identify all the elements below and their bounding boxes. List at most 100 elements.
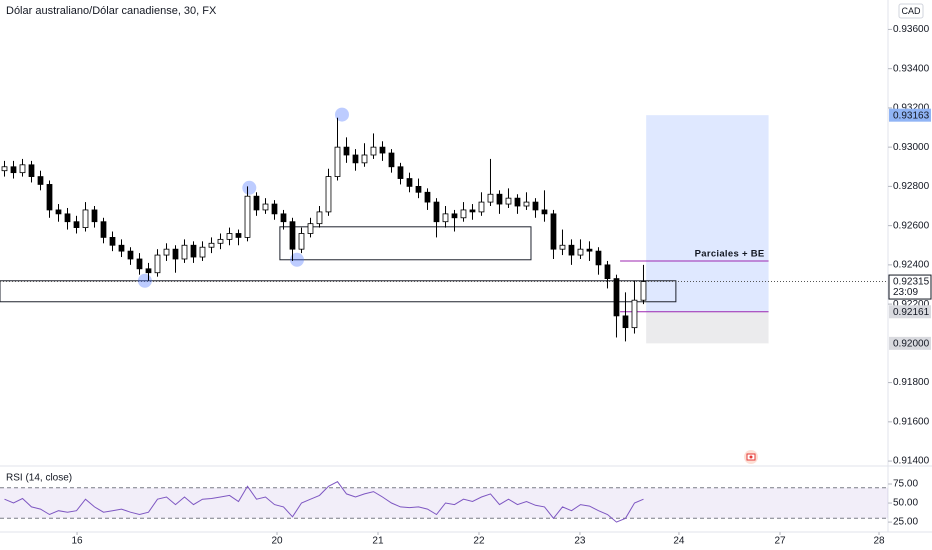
flag-icon	[744, 450, 758, 464]
candle-body	[487, 193, 494, 203]
candle-body	[433, 201, 440, 223]
candle-body	[271, 203, 278, 215]
candle-body	[235, 233, 242, 238]
x-tick-label: 16	[71, 536, 83, 547]
candle-body	[622, 315, 629, 329]
last-price-label: 0.92315	[893, 277, 930, 288]
candle-body	[298, 233, 305, 250]
price-label: 0.92161	[893, 307, 930, 318]
candle-body	[19, 164, 26, 174]
x-tick-label: 22	[473, 536, 485, 547]
y-tick-label: 0.92400	[893, 260, 930, 271]
y-tick-label: 0.93600	[893, 24, 930, 35]
candle-body	[109, 237, 116, 246]
last-price-box	[888, 274, 932, 300]
y-tick-label: 0.91800	[893, 377, 930, 388]
candle-body	[406, 178, 413, 187]
candle-body	[28, 164, 35, 177]
candle-body	[208, 242, 215, 248]
candle-body	[415, 185, 422, 193]
candle-body	[370, 146, 377, 156]
candle-body	[640, 281, 647, 301]
candle-body	[199, 246, 206, 258]
candle-body	[1, 166, 8, 172]
candle-body	[334, 146, 341, 177]
price-label: 0.93163	[893, 110, 930, 121]
y-tick-label: 0.93400	[893, 63, 930, 74]
candle-body	[100, 221, 107, 238]
countdown: 23:09	[893, 287, 918, 298]
candle-body	[289, 221, 296, 250]
candle-body	[226, 233, 233, 240]
candle-body	[613, 278, 620, 317]
candle-body	[586, 248, 593, 252]
line-label: Parciales + BE	[695, 248, 765, 259]
candle-body	[478, 201, 485, 213]
candle-body	[82, 209, 89, 228]
candle-body	[280, 213, 287, 223]
candle-body	[190, 244, 197, 258]
candle-body	[496, 193, 503, 205]
y-tick-label: 0.91400	[893, 456, 930, 467]
candle-body	[388, 152, 395, 168]
candle-body	[10, 166, 17, 174]
candle-body	[424, 191, 431, 203]
candle-body	[37, 176, 44, 185]
candle-body	[568, 244, 575, 256]
candle-body	[55, 209, 62, 215]
rsi-line	[4, 481, 644, 523]
candle-body	[154, 254, 161, 274]
candle-body	[451, 213, 458, 219]
rsi-band	[0, 487, 888, 519]
currency-box[interactable]	[898, 3, 924, 19]
candle-body	[118, 244, 125, 252]
x-tick-label: 20	[271, 536, 283, 547]
candle-body	[343, 146, 350, 156]
rsi-tick-label: 75.00	[893, 479, 918, 490]
candle-body	[397, 166, 404, 179]
y-tick-label: 0.92800	[893, 181, 930, 192]
candle-body	[316, 211, 323, 225]
candle-body	[577, 248, 584, 256]
candle-body	[604, 264, 611, 280]
target-zone	[646, 115, 769, 312]
candle-body	[514, 197, 521, 207]
candle-body	[244, 195, 251, 238]
y-tick-label: 0.92600	[893, 220, 930, 231]
highlight-marker	[137, 273, 152, 288]
price-label: 0.92000	[893, 338, 930, 349]
candle-body	[136, 258, 143, 270]
candle-body	[541, 209, 548, 215]
candle-body	[550, 213, 557, 250]
currency[interactable]: CAD	[901, 6, 921, 16]
candle-body	[595, 250, 602, 266]
chart-title: Dólar australiano/Dólar canadiense, 30, …	[6, 5, 217, 17]
candle-body	[172, 248, 179, 260]
candle-body	[505, 197, 512, 205]
x-tick-label: 23	[574, 536, 586, 547]
candle-body	[469, 209, 476, 213]
rsi-tick-label: 25.00	[893, 517, 918, 528]
rsi-tick-label: 50.00	[893, 498, 918, 509]
candle-body	[253, 195, 260, 211]
candle-body	[262, 203, 269, 211]
zone-rectangle	[0, 280, 677, 303]
candle-body	[163, 248, 170, 256]
x-tick-label: 28	[873, 536, 885, 547]
y-tick-label: 0.93200	[893, 103, 930, 114]
candle-body	[307, 223, 314, 234]
price-label-box	[889, 336, 931, 350]
stop-zone	[646, 311, 769, 344]
candle-body	[145, 268, 152, 274]
candle-body	[325, 176, 332, 213]
y-tick-label: 0.93000	[893, 142, 930, 153]
candle-body	[91, 209, 98, 223]
candle-body	[352, 154, 359, 164]
y-tick-label: 0.91600	[893, 416, 930, 427]
candle-body	[361, 154, 368, 164]
zone-rectangle	[279, 226, 532, 261]
candle-body	[73, 221, 80, 228]
candle-body	[559, 244, 566, 250]
